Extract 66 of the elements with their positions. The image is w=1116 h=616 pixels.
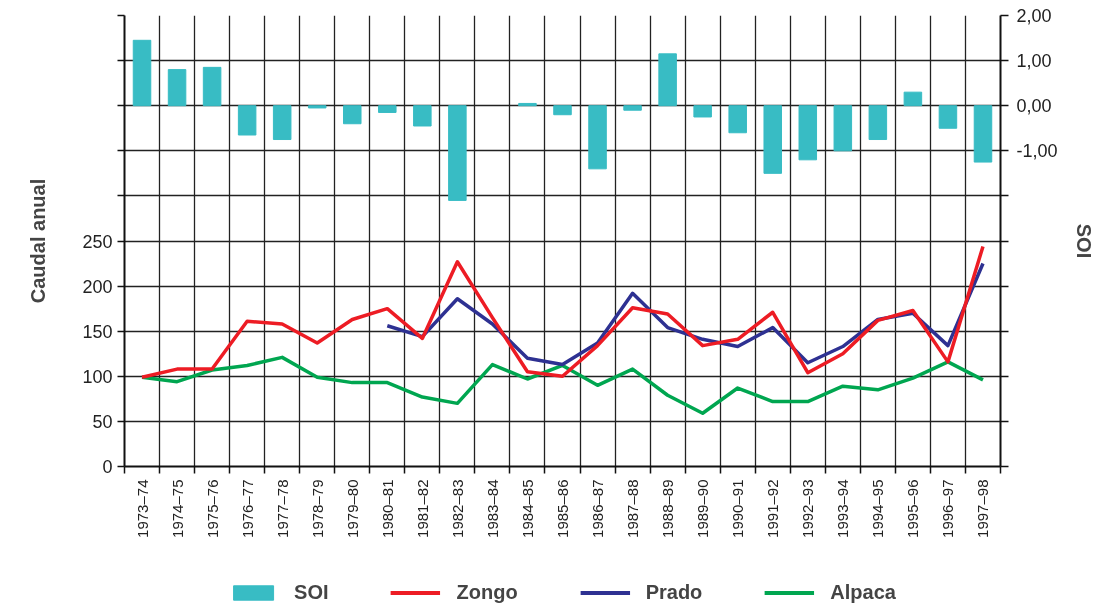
x-tick-label: 1989–90 — [694, 479, 712, 538]
x-tick-label: 1982–83 — [448, 479, 466, 538]
bar — [938, 105, 958, 129]
x-tick-label: 1996–97 — [939, 479, 957, 538]
bar — [973, 105, 993, 163]
x-tick-label: 1979–80 — [343, 479, 361, 538]
y-axis-title: Caudal anual — [27, 178, 50, 304]
y2-axis-title: SOI — [1072, 223, 1095, 259]
bar — [413, 105, 432, 127]
bar — [132, 39, 152, 107]
y-tick-label: 250 — [82, 231, 113, 252]
x-tick-label: 1975–76 — [203, 479, 221, 538]
x-tick-label: 1983–84 — [483, 479, 501, 538]
x-tick-label: 1978–79 — [308, 479, 326, 538]
x-tick-label: 1974–75 — [168, 479, 186, 538]
x-tick-label: 1987–88 — [624, 479, 642, 538]
y-tick-label: 200 — [82, 276, 113, 297]
bar — [588, 105, 607, 170]
x-tick-label: 1994–95 — [869, 479, 887, 538]
x-tick-label: 1981–82 — [413, 479, 431, 538]
bar — [763, 105, 782, 174]
bar — [202, 66, 222, 107]
bar — [833, 105, 853, 152]
legend-label: SOI — [294, 580, 329, 604]
legend-label: Prado — [645, 580, 703, 604]
y-tick-label: 100 — [82, 366, 113, 387]
bar — [167, 69, 187, 107]
bar — [307, 105, 327, 109]
bar — [868, 105, 888, 141]
bar — [798, 105, 818, 161]
x-tick-label: 1990–91 — [729, 479, 747, 538]
x-tick-label: 1973–74 — [133, 479, 151, 538]
legend-label: Alpaca — [830, 580, 896, 604]
y-tick-label: 150 — [82, 321, 113, 342]
bar — [272, 105, 292, 141]
y2-tick-label: 1,00 — [1016, 51, 1052, 72]
bar — [448, 105, 467, 201]
legend-label: Zongo — [456, 580, 518, 604]
bar — [623, 105, 642, 111]
x-tick-label: 1988–89 — [659, 479, 677, 538]
bar — [693, 105, 712, 118]
line-series — [140, 244, 985, 379]
bar — [658, 53, 677, 107]
bar — [728, 105, 747, 134]
bar — [518, 102, 537, 107]
x-tick-label: 1986–87 — [589, 479, 607, 538]
x-tick-label: 1991–92 — [764, 479, 782, 538]
x-tick-label: 1985–86 — [554, 479, 571, 538]
x-tick-label: 1992–93 — [799, 479, 817, 538]
x-tick-label: 1997–98 — [974, 479, 992, 538]
x-tick-label: 1995–96 — [904, 479, 922, 538]
y-tick-label: 50 — [92, 411, 113, 432]
y-tick-label: 0 — [102, 457, 113, 477]
x-tick-label: 1976–77 — [238, 479, 256, 538]
bar — [343, 105, 362, 125]
bar — [553, 105, 572, 116]
y2-tick-label: 0,00 — [1016, 96, 1052, 117]
x-tick-label: 1993–94 — [834, 479, 852, 538]
x-tick-label: 1984–85 — [518, 479, 536, 538]
bar — [237, 105, 257, 136]
x-tick-label: 1977–78 — [273, 479, 291, 538]
y2-tick-label: 2,00 — [1016, 6, 1052, 26]
x-tick-label: 1980–81 — [378, 479, 396, 538]
bar — [903, 91, 923, 107]
bar — [378, 105, 397, 113]
y2-tick-label: -1,00 — [1016, 141, 1058, 162]
